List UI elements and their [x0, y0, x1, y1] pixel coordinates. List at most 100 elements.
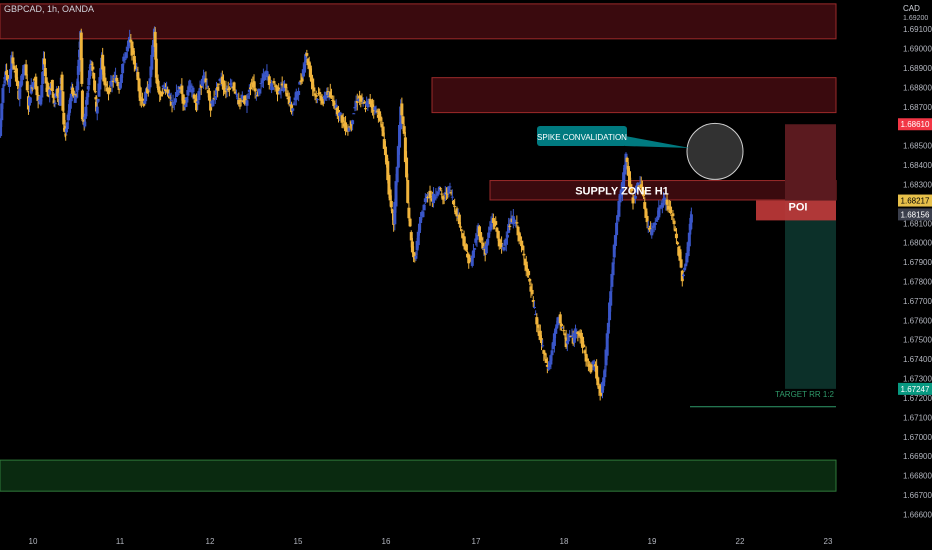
- candle: [131, 46, 135, 55]
- candle: [87, 64, 91, 80]
- candle: [406, 173, 410, 204]
- candle: [183, 103, 187, 111]
- candle-body: [209, 100, 213, 111]
- candle: [584, 346, 588, 367]
- candle-body: [604, 349, 608, 366]
- spike-circle: [686, 122, 744, 180]
- candle: [69, 90, 73, 109]
- candle: [433, 195, 437, 200]
- candle-body: [134, 65, 138, 70]
- candle: [642, 186, 646, 200]
- candle-body: [298, 81, 302, 85]
- candle-body: [148, 78, 152, 88]
- candle: [541, 339, 545, 348]
- candle-body: [385, 154, 389, 165]
- candle-body: [318, 92, 322, 95]
- candle: [679, 251, 683, 269]
- candle: [80, 57, 84, 87]
- candle-body: [119, 74, 123, 83]
- candle-body: [653, 222, 657, 225]
- candle: [507, 217, 511, 234]
- candle-body: [161, 85, 165, 88]
- candle: [249, 83, 253, 96]
- candle: [93, 76, 97, 93]
- candle-body: [54, 93, 58, 98]
- candle: [44, 72, 48, 90]
- candle-body: [167, 89, 171, 97]
- candle: [19, 75, 23, 93]
- candle-body: [436, 192, 440, 195]
- candle-body: [331, 99, 335, 101]
- candle-body: [363, 108, 367, 110]
- candle-body: [414, 255, 418, 259]
- candle: [407, 202, 411, 222]
- candle-body: [665, 199, 669, 205]
- candle-body: [74, 94, 78, 96]
- candle: [216, 83, 220, 98]
- candle-body: [371, 104, 375, 108]
- supply-zone: [431, 77, 837, 114]
- y-tick-label: 1.67600: [903, 316, 932, 325]
- candle-body: [366, 100, 370, 108]
- candle: [16, 77, 20, 90]
- candle-body: [596, 377, 600, 386]
- candle-body: [213, 96, 217, 99]
- candle: [534, 310, 538, 316]
- candle: [676, 241, 680, 246]
- candle: [637, 185, 641, 189]
- candle: [521, 240, 525, 251]
- candle-body: [154, 43, 158, 60]
- candle: [408, 217, 412, 228]
- candle-body: [360, 97, 364, 101]
- candle-body: [562, 330, 566, 332]
- candle-body: [266, 74, 270, 76]
- candle: [74, 93, 78, 97]
- candle: [77, 54, 81, 73]
- candle-body: [95, 106, 99, 114]
- candle: [453, 198, 457, 212]
- candle-body: [185, 98, 189, 101]
- candle: [450, 189, 454, 201]
- candle-body: [401, 116, 405, 124]
- candle-body: [307, 61, 311, 68]
- candle-body: [448, 186, 452, 188]
- candle: [31, 80, 35, 90]
- candle-body: [585, 358, 589, 361]
- candle-body: [291, 108, 295, 111]
- candle: [646, 220, 650, 233]
- candle-body: [426, 196, 430, 198]
- candle-body: [656, 216, 660, 220]
- candle: [660, 200, 664, 214]
- candle: [351, 119, 355, 131]
- candle-body: [544, 359, 548, 363]
- y-tick-label: 1.68300: [903, 180, 932, 189]
- candle-body: [685, 252, 689, 263]
- candle-body: [311, 78, 315, 89]
- candle: [582, 341, 586, 348]
- candle-body: [591, 361, 595, 365]
- candle-body: [494, 221, 498, 225]
- candle: [480, 232, 484, 244]
- candle-body: [541, 345, 545, 347]
- candle-body: [236, 98, 240, 100]
- candle-body: [450, 196, 454, 198]
- candle-body: [188, 87, 192, 93]
- x-tick-label: 17: [472, 537, 481, 546]
- candle: [230, 79, 234, 89]
- candle-body: [595, 365, 599, 379]
- candle: [173, 96, 177, 106]
- candle-body: [482, 248, 486, 250]
- candle-body: [314, 94, 318, 97]
- candle-body: [678, 249, 682, 261]
- candle-body: [111, 81, 115, 83]
- candle-body: [609, 291, 613, 306]
- candle-body: [394, 181, 398, 207]
- candle-body: [288, 102, 292, 105]
- candle-body: [64, 128, 68, 133]
- candle-body: [351, 120, 355, 125]
- candle: [379, 113, 383, 126]
- candle-body: [417, 223, 421, 233]
- candle: [259, 78, 263, 90]
